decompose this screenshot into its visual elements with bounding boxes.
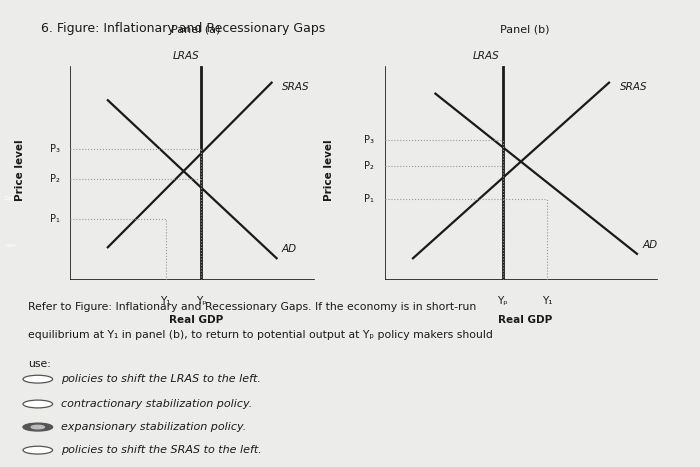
Text: LRAS: LRAS	[473, 51, 499, 61]
Text: expansionary stabilization policy.: expansionary stabilization policy.	[62, 422, 246, 432]
Text: AD: AD	[281, 244, 297, 255]
Text: P₂: P₂	[364, 161, 374, 171]
Text: Y₁: Y₁	[160, 296, 171, 305]
Text: Real GDP: Real GDP	[169, 315, 223, 325]
Circle shape	[23, 423, 52, 431]
Text: policies to shift the SRAS to the left.: policies to shift the SRAS to the left.	[62, 445, 262, 455]
Text: SRAS: SRAS	[620, 82, 648, 92]
Text: AD: AD	[643, 240, 658, 250]
Circle shape	[23, 375, 52, 383]
Text: Price level: Price level	[324, 140, 334, 201]
Text: Real GDP: Real GDP	[498, 315, 552, 325]
Text: policies to shift the LRAS to the left.: policies to shift the LRAS to the left.	[62, 374, 261, 384]
Circle shape	[31, 425, 45, 429]
Text: Down: Down	[4, 196, 18, 201]
Text: P₁: P₁	[50, 214, 60, 224]
Text: P₃: P₃	[364, 134, 374, 145]
Text: SRAS: SRAS	[281, 82, 309, 92]
Text: Panel (a): Panel (a)	[172, 24, 220, 35]
Text: P₁: P₁	[364, 194, 374, 204]
Text: P₃: P₃	[50, 143, 60, 154]
Text: contractionary stabilization policy.: contractionary stabilization policy.	[62, 399, 253, 409]
Text: LRAS: LRAS	[172, 51, 199, 61]
Circle shape	[23, 446, 52, 454]
Circle shape	[23, 400, 52, 408]
Text: use:: use:	[28, 359, 50, 369]
Text: Refer to Figure: Inflationary and Recessionary Gaps. If the economy is in short-: Refer to Figure: Inflationary and Recess…	[28, 302, 476, 312]
Text: nser: nser	[6, 243, 17, 248]
Text: Yₚ: Yₚ	[196, 296, 206, 305]
Text: 6. Figure: Inflationary and Recessionary Gaps: 6. Figure: Inflationary and Recessionary…	[41, 21, 326, 35]
Text: equilibrium at Y₁ in panel (b), to return to potential output at Yₚ policy maker: equilibrium at Y₁ in panel (b), to retur…	[28, 330, 493, 340]
Text: Price level: Price level	[15, 140, 24, 201]
Text: Yₚ: Yₚ	[497, 296, 508, 305]
Text: Y₁: Y₁	[542, 296, 553, 305]
Text: Panel (b): Panel (b)	[500, 24, 550, 35]
Text: P₂: P₂	[50, 174, 60, 184]
